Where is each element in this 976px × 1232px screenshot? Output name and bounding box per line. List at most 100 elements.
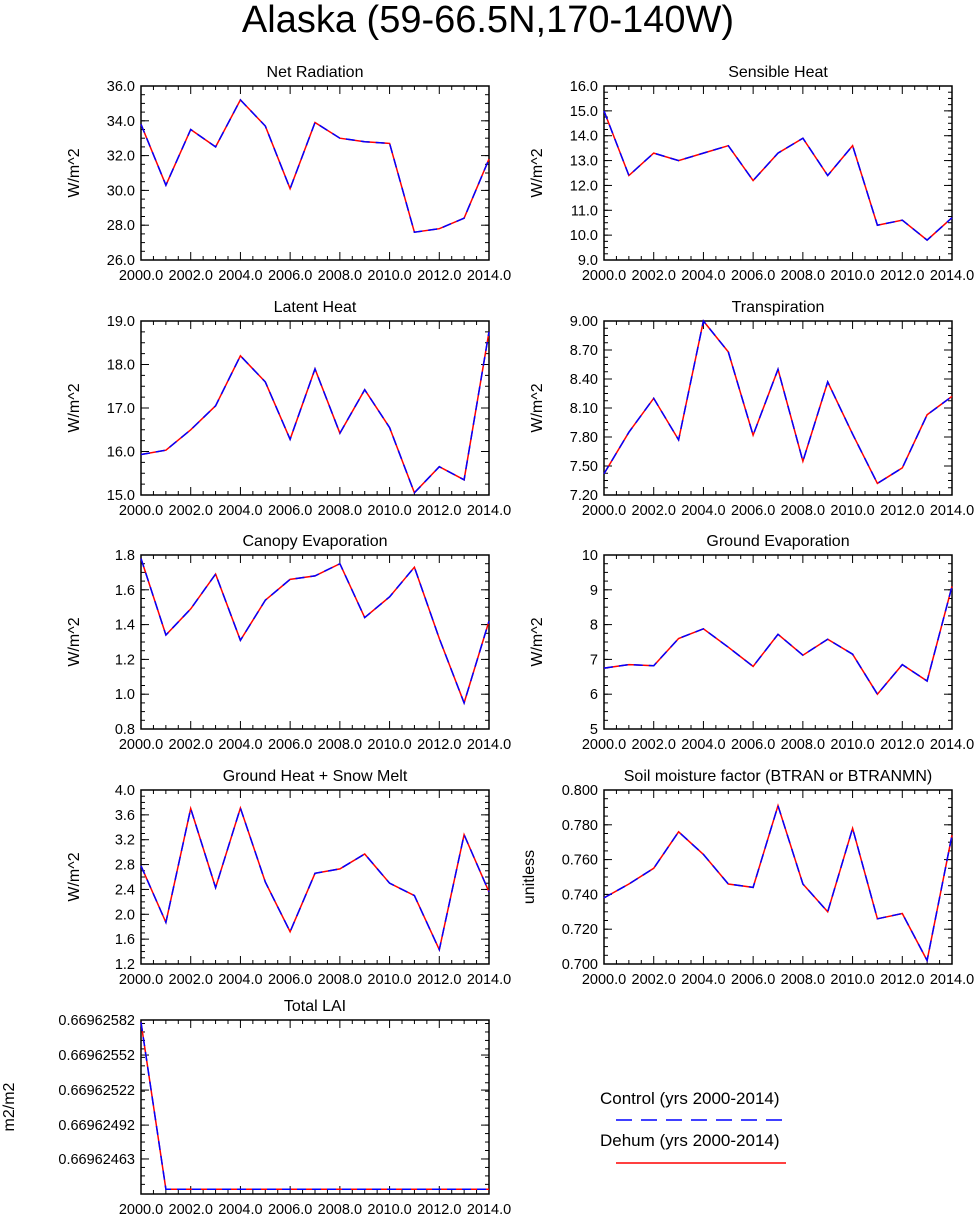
panel-title: Ground Heat + Snow Melt xyxy=(223,768,408,785)
x-tick-label: 2002.0 xyxy=(169,972,213,988)
x-tick-label: 2014.0 xyxy=(930,737,974,753)
y-tick-label: 0.66962463 xyxy=(58,1152,135,1168)
y-tick-label: 0.700 xyxy=(562,957,598,973)
y-axis-label: W/m^2 xyxy=(66,148,83,197)
y-tick-label: 28.0 xyxy=(107,218,135,234)
y-tick-label: 5 xyxy=(590,722,598,738)
x-tick-label: 2000.0 xyxy=(582,503,626,519)
x-tick-label: 2004.0 xyxy=(681,268,725,284)
page-title: Alaska (59-66.5N,170-140W) xyxy=(241,0,735,41)
y-tick-label: 0.780 xyxy=(562,818,598,834)
x-tick-label: 2014.0 xyxy=(467,503,511,519)
legend: Control (yrs 2000-2014) Dehum (yrs 2000-… xyxy=(600,1089,786,1164)
x-tick-label: 2004.0 xyxy=(681,503,725,519)
y-tick-label: 14.0 xyxy=(570,129,598,145)
y-tick-label: 0.800 xyxy=(562,783,598,799)
x-tick-label: 2002.0 xyxy=(632,737,676,753)
x-tick-label: 2010.0 xyxy=(367,737,411,753)
x-tick-label: 2008.0 xyxy=(318,268,362,284)
y-tick-label: 36.0 xyxy=(107,79,135,95)
y-tick-label: 30.0 xyxy=(107,183,135,199)
x-tick-label: 2008.0 xyxy=(781,737,825,753)
series-line-control xyxy=(140,558,490,706)
x-tick-label: 2012.0 xyxy=(417,737,461,753)
series-line-dehum xyxy=(603,803,953,963)
chart-panel-2: Sensible Heat 9.0 10.0 11.0 12.0 13.0 14.0 15.0… xyxy=(529,64,974,284)
x-tick-label: 2000.0 xyxy=(582,737,626,753)
x-tick-label: 2010.0 xyxy=(830,268,874,284)
y-tick-label: 9.00 xyxy=(570,314,598,330)
y-tick-label: 1.8 xyxy=(115,548,135,564)
x-tick-label: 2010.0 xyxy=(367,503,411,519)
y-axis-label: W/m^2 xyxy=(529,148,546,197)
y-tick-label: 1.4 xyxy=(115,618,135,634)
x-tick-label: 2004.0 xyxy=(681,972,725,988)
x-tick-label: 2010.0 xyxy=(367,268,411,284)
series-line-control xyxy=(140,805,490,953)
y-tick-label: 0.8 xyxy=(115,722,135,738)
x-tick-label: 2010.0 xyxy=(830,972,874,988)
x-tick-label: 2006.0 xyxy=(268,268,312,284)
y-tick-label: 7.80 xyxy=(570,430,598,446)
y-tick-label: 0.720 xyxy=(562,922,598,938)
series-line-dehum xyxy=(603,586,953,696)
chart-panel-7: Ground Heat + Snow Melt 1.2 1.6 2.0 2.4 2.8 3.… xyxy=(66,768,511,988)
legend-label-dehum: Dehum (yrs 2000-2014) xyxy=(600,1131,780,1150)
x-tick-label: 2012.0 xyxy=(880,503,924,519)
x-tick-label: 2002.0 xyxy=(632,972,676,988)
y-tick-label: 6 xyxy=(590,687,598,703)
y-tick-label: 3.2 xyxy=(115,833,135,849)
chart-panel-8: Soil moisture factor (BTRAN or BTRANMN) 0… xyxy=(521,768,974,988)
y-tick-label: 3.6 xyxy=(115,808,135,824)
x-tick-label: 2008.0 xyxy=(318,503,362,519)
y-tick-label: 0.66962492 xyxy=(58,1118,135,1134)
panel-title: Latent Heat xyxy=(274,299,357,316)
x-tick-label: 2014.0 xyxy=(930,972,974,988)
chart-panel-1: Net Radiation 26.0 28.0 30.0 32.0 34.0 36.0 200… xyxy=(66,64,511,284)
x-tick-label: 2002.0 xyxy=(169,503,213,519)
y-tick-label: 9.0 xyxy=(578,253,598,269)
y-tick-label: 8 xyxy=(590,618,598,634)
y-tick-label: 0.740 xyxy=(562,887,598,903)
y-tick-label: 17.0 xyxy=(107,401,135,417)
y-tick-label: 0.66962522 xyxy=(58,1083,135,1099)
x-tick-label: 2012.0 xyxy=(417,972,461,988)
x-tick-label: 2014.0 xyxy=(467,268,511,284)
x-tick-label: 2000.0 xyxy=(119,503,163,519)
plot-frame xyxy=(603,85,953,261)
series-line-dehum xyxy=(603,110,953,242)
chart-panel-3: Latent Heat 15.0 16.0 17.0 18.0 19.0 2000.0 200… xyxy=(66,299,511,519)
x-tick-label: 2012.0 xyxy=(417,503,461,519)
x-tick-label: 2008.0 xyxy=(781,972,825,988)
panel-title: Total LAI xyxy=(284,998,346,1015)
x-tick-label: 2014.0 xyxy=(467,972,511,988)
y-tick-label: 11.0 xyxy=(571,203,598,219)
x-tick-label: 2008.0 xyxy=(318,737,362,753)
series-line-control xyxy=(603,586,953,696)
panel-title: Sensible Heat xyxy=(728,64,828,81)
y-tick-label: 26.0 xyxy=(107,253,135,269)
x-tick-label: 2012.0 xyxy=(880,737,924,753)
plot-frame xyxy=(603,789,953,965)
panel-title: Ground Evaporation xyxy=(706,533,849,550)
y-tick-label: 19.0 xyxy=(107,314,135,330)
series-line-control xyxy=(603,110,953,242)
legend-label-control: Control (yrs 2000-2014) xyxy=(600,1089,780,1108)
x-tick-label: 2000.0 xyxy=(119,268,163,284)
y-tick-label: 8.40 xyxy=(570,372,598,388)
y-tick-label: 0.760 xyxy=(562,853,598,869)
x-tick-label: 2002.0 xyxy=(632,268,676,284)
plot-frame xyxy=(140,85,490,261)
y-tick-label: 4.0 xyxy=(115,783,135,799)
y-tick-label: 10.0 xyxy=(570,228,598,244)
x-tick-label: 2012.0 xyxy=(417,1202,461,1218)
y-axis-label: W/m^2 xyxy=(529,383,546,432)
x-tick-label: 2006.0 xyxy=(731,737,775,753)
y-tick-label: 1.6 xyxy=(115,932,135,948)
y-tick-label: 2.8 xyxy=(115,858,135,874)
x-tick-label: 2000.0 xyxy=(119,972,163,988)
x-tick-label: 2008.0 xyxy=(781,268,825,284)
y-axis-label: unitless xyxy=(521,850,538,904)
x-tick-label: 2006.0 xyxy=(268,737,312,753)
